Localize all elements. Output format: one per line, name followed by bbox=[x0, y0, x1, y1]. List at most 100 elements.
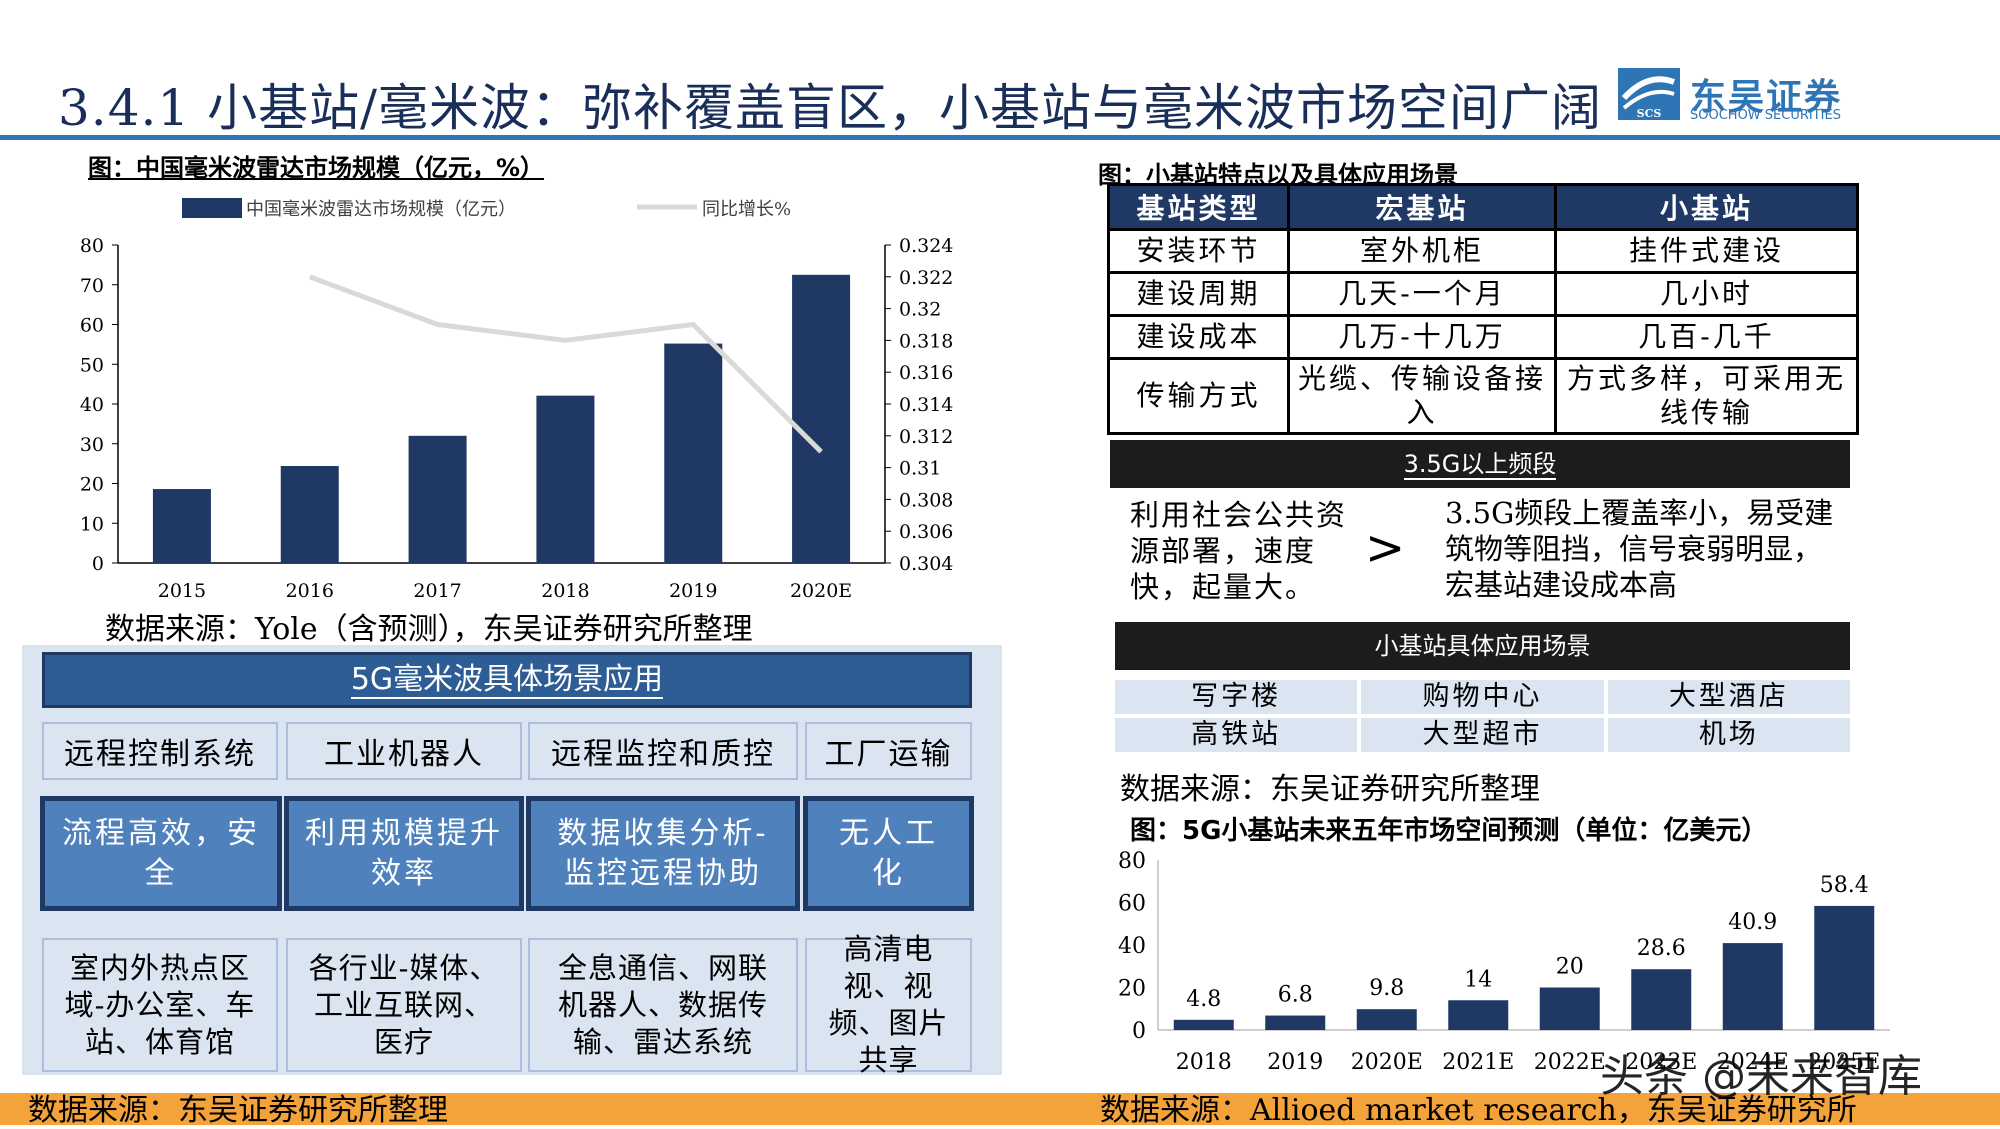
bar bbox=[1173, 1019, 1234, 1030]
bar bbox=[1265, 1015, 1326, 1030]
footer-bar bbox=[0, 1093, 2000, 1125]
band-title-bar: 3.5G以上频段 bbox=[1110, 440, 1850, 488]
scene-item: 大型超市 bbox=[1361, 718, 1604, 752]
x-tick-label: 2019 bbox=[1267, 1050, 1323, 1075]
right-tick-label: 0.308 bbox=[899, 489, 953, 511]
right-tick-label: 0.324 bbox=[899, 235, 953, 257]
scene-item: 高铁站 bbox=[1115, 718, 1358, 752]
x-tick-label: 2020E bbox=[790, 580, 852, 602]
arrow-icon: > bbox=[1365, 520, 1406, 576]
table-cell: 建设周期 bbox=[1107, 271, 1290, 317]
scene-item: 机场 bbox=[1607, 718, 1850, 752]
bar bbox=[1631, 969, 1692, 1030]
bar-value-label: 58.4 bbox=[1820, 873, 1869, 898]
bar-value-label: 9.8 bbox=[1369, 976, 1404, 1001]
x-tick-label: 2022E bbox=[1534, 1050, 1606, 1075]
left-tick-label: 30 bbox=[80, 434, 104, 456]
small-cell-comparison-table: 基站类型 宏基站 小基站 安装环节 室外机柜 挂件式建设 建设周期 几天-一个月… bbox=[1107, 183, 1859, 435]
scene-item: 大型酒店 bbox=[1607, 680, 1850, 714]
table-cell: 光缆、传输设备接入 bbox=[1287, 357, 1557, 435]
table-row: 安装环节 室外机柜 挂件式建设 bbox=[1107, 228, 1859, 274]
bar bbox=[1539, 987, 1600, 1030]
scenes-title: 小基站具体应用场景 bbox=[1374, 632, 1591, 660]
left-tick-label: 60 bbox=[80, 315, 104, 337]
scenario-cell: 远程监控和质控 bbox=[528, 722, 798, 780]
right-tick-label: 0.32 bbox=[899, 299, 941, 321]
left-tick-label: 70 bbox=[80, 275, 104, 297]
y-tick-label: 40 bbox=[1118, 934, 1146, 959]
right-chart-caption: 图：5G小基站未来五年市场空间预测（单位：亿美元） bbox=[1130, 816, 1768, 846]
company-logo: SCS 东吴证券 SOOCHOW SECURITIES bbox=[1618, 68, 1898, 123]
table-cell: 室外机柜 bbox=[1287, 228, 1557, 274]
band-left-text: 利用社会公共资源部署，速度快，起量大。 bbox=[1130, 498, 1348, 604]
table-header: 基站类型 bbox=[1107, 183, 1290, 231]
right-tick-label: 0.306 bbox=[899, 521, 953, 543]
right-tick-label: 0.316 bbox=[899, 362, 953, 384]
small-cell-market-chart: 0 20 40 60 80 4.8 2018 6.8 2019 9.8 2020E 14 2021E 20… bbox=[1118, 849, 1890, 1075]
header-divider bbox=[0, 135, 2000, 140]
benefit-cell: 无人工化 bbox=[803, 796, 974, 911]
legend-bar-label: 中国毫米波雷达市场规模（亿元） bbox=[246, 199, 516, 220]
bar bbox=[1722, 943, 1783, 1030]
page-title: 3.4.1 小基站/毫米波：弥补覆盖盲区，小基站与毫米波市场空间广阔 bbox=[58, 79, 1602, 137]
table-header: 小基站 bbox=[1554, 183, 1859, 231]
bar bbox=[1356, 1009, 1417, 1030]
bar bbox=[408, 435, 467, 563]
legend-line-label: 同比增长% bbox=[702, 199, 791, 220]
benefit-cell: 利用规模提升效率 bbox=[284, 796, 524, 911]
scenario-cell: 工业机器人 bbox=[286, 722, 522, 780]
y-tick-label: 0 bbox=[1132, 1019, 1146, 1044]
scenes-source: 数据来源：东吴证券研究所整理 bbox=[1120, 772, 1540, 807]
bar-value-label: 14 bbox=[1464, 967, 1492, 992]
scene-item: 购物中心 bbox=[1361, 680, 1604, 714]
watermark: 头条 @未来智库 bbox=[1600, 1051, 1922, 1102]
use-case-cell: 高清电视、视频、图片共享 bbox=[805, 932, 972, 1077]
bar bbox=[280, 466, 339, 563]
logo-mark-text: SCS bbox=[1637, 107, 1662, 120]
table-header: 宏基站 bbox=[1287, 183, 1557, 231]
legend-bar-swatch bbox=[182, 198, 242, 218]
scenes-title-bar: 小基站具体应用场景 bbox=[1115, 622, 1850, 670]
table-cell: 安装环节 bbox=[1107, 228, 1290, 274]
bar bbox=[152, 489, 211, 563]
right-tick-label: 0.304 bbox=[899, 553, 953, 575]
band-title: 3.5G以上频段 bbox=[1403, 450, 1557, 480]
y-tick-label: 20 bbox=[1118, 977, 1146, 1002]
use-case-cell: 各行业-媒体、工业互联网、医疗 bbox=[286, 938, 522, 1072]
right-chart-source: 数据来源：Allioed market research，东吴证券研究所 bbox=[1100, 1093, 1857, 1128]
mmwave-radar-chart: 中国毫米波雷达市场规模（亿元） 同比增长% 0 10 20 30 40 50 60 70 80 0.3… bbox=[80, 198, 953, 602]
left-tick-label: 50 bbox=[80, 354, 104, 376]
table-cell: 几百-几千 bbox=[1554, 314, 1859, 360]
left-tick-label: 0 bbox=[92, 553, 104, 575]
growth-line bbox=[308, 274, 823, 454]
x-tick-label: 2015 bbox=[158, 580, 206, 602]
right-tick-label: 0.314 bbox=[899, 394, 953, 416]
y-tick-label: 80 bbox=[1118, 849, 1146, 874]
right-tick-label: 0.322 bbox=[899, 267, 953, 289]
table-cell: 挂件式建设 bbox=[1554, 228, 1859, 274]
bar-value-label: 20 bbox=[1556, 955, 1584, 980]
right-tick-label: 0.318 bbox=[899, 330, 953, 352]
left-tick-label: 40 bbox=[80, 394, 104, 416]
bar-value-label: 4.8 bbox=[1186, 987, 1221, 1012]
mmwave-source: 数据来源：东吴证券研究所整理 bbox=[28, 1093, 448, 1128]
logo-english: SOOCHOW SECURITIES bbox=[1690, 108, 1841, 123]
x-tick-label: 2018 bbox=[1176, 1050, 1232, 1075]
bar bbox=[1814, 905, 1875, 1030]
use-case-cell: 全息通信、网联机器人、数据传输、雷达系统 bbox=[528, 938, 798, 1072]
scenario-cell: 远程控制系统 bbox=[42, 722, 278, 780]
bar-value-label: 28.6 bbox=[1637, 936, 1686, 961]
mmwave-panel-header: 5G毫米波具体场景应用 bbox=[42, 652, 972, 708]
right-tick-label: 0.31 bbox=[899, 458, 941, 480]
y-tick-label: 60 bbox=[1118, 892, 1146, 917]
bar-value-label: 6.8 bbox=[1278, 983, 1313, 1008]
left-chart-source: 数据来源：Yole（含预测），东吴证券研究所整理 bbox=[105, 612, 753, 647]
left-tick-label: 10 bbox=[80, 513, 104, 535]
table-row: 建设周期 几天-一个月 几小时 bbox=[1107, 271, 1859, 317]
x-tick-label: 2023E bbox=[1625, 1050, 1697, 1075]
table-cell: 几天-一个月 bbox=[1287, 271, 1557, 317]
bar-value-label: 40.9 bbox=[1728, 910, 1777, 935]
table-row: 建设成本 几万-十几万 几百-几千 bbox=[1107, 314, 1859, 360]
left-chart-caption: 图：中国毫米波雷达市场规模（亿元，%） bbox=[88, 154, 545, 182]
x-tick-label: 2024E bbox=[1717, 1050, 1789, 1075]
